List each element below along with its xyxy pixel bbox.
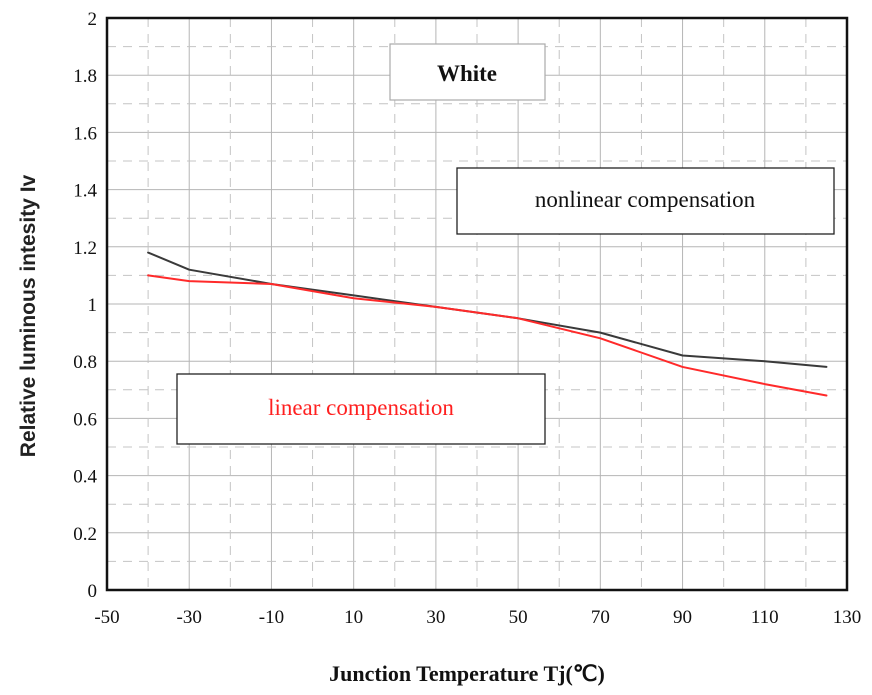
chart-title: White xyxy=(437,61,497,86)
x-axis-tick-labels: -50 -30 -10 10 30 50 70 90 110 130 xyxy=(94,607,861,628)
legend-nonlinear-label: nonlinear compensation xyxy=(535,187,756,212)
plot-area-frame xyxy=(105,16,849,592)
legend-linear-label: linear compensation xyxy=(268,395,454,420)
series-line-linear xyxy=(147,274,828,397)
x-tick-label: -30 xyxy=(177,607,202,628)
y-tick-label: 0.8 xyxy=(73,352,97,373)
x-axis-label: Junction Temperature Tj(℃) xyxy=(329,661,605,686)
legend-nonlinear-box: nonlinear compensation xyxy=(456,167,835,235)
y-tick-label: 0 xyxy=(88,581,98,602)
legend-linear-box: linear compensation xyxy=(176,373,546,445)
y-tick-label: 1.8 xyxy=(73,66,97,87)
series-lines xyxy=(147,251,828,397)
y-tick-label: 1.4 xyxy=(73,181,97,202)
x-tick-label: 90 xyxy=(673,607,692,628)
y-tick-label: 2 xyxy=(88,9,98,30)
x-tick-label: -50 xyxy=(94,607,119,628)
x-tick-label: 50 xyxy=(509,607,528,628)
y-tick-label: 1.2 xyxy=(73,238,97,259)
x-tick-label: 110 xyxy=(751,607,779,628)
x-tick-label: 10 xyxy=(344,607,363,628)
y-tick-label: 0.4 xyxy=(73,467,97,488)
y-tick-label: 1 xyxy=(88,295,98,316)
x-tick-label: -10 xyxy=(259,607,284,628)
chart-title-box: White xyxy=(389,43,546,101)
x-tick-label: 130 xyxy=(833,607,862,628)
y-axis-label: Relative luminous intesity Iv xyxy=(17,174,40,457)
grid-lines xyxy=(106,17,848,591)
x-tick-label: 30 xyxy=(426,607,445,628)
y-tick-label: 0.2 xyxy=(73,524,97,545)
x-tick-label: 70 xyxy=(591,607,610,628)
y-axis-tick-labels: 0 0.2 0.4 0.6 0.8 1 1.2 1.4 1.6 1.8 2 xyxy=(73,9,97,602)
series-line-nonlinear xyxy=(147,251,828,368)
y-tick-label: 0.6 xyxy=(73,409,97,430)
y-tick-label: 1.6 xyxy=(73,123,97,144)
